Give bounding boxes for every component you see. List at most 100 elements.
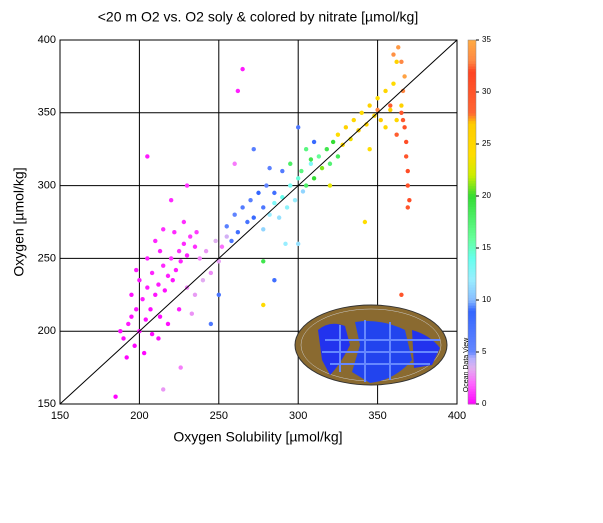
data-point — [157, 314, 163, 319]
data-point — [359, 110, 364, 116]
colorbar-segment — [468, 346, 476, 350]
colorbar-segment — [468, 349, 476, 353]
x-tick-label: 350 — [368, 410, 386, 422]
colorbar-segment — [468, 245, 476, 249]
colorbar-segment — [468, 365, 476, 369]
data-point — [283, 241, 288, 247]
colorbar-segment — [468, 53, 476, 57]
colorbar-segment — [468, 138, 476, 142]
data-point — [311, 176, 317, 181]
colorbar-segment — [468, 40, 476, 44]
data-point — [170, 278, 175, 283]
colorbar-segment — [468, 354, 476, 358]
data-point — [184, 253, 190, 258]
colorbar-segment — [468, 258, 476, 262]
data-point — [292, 197, 298, 203]
colorbar-segment — [468, 141, 476, 145]
data-point — [232, 212, 237, 217]
colorbar-segment — [468, 326, 476, 330]
colorbar-segment — [468, 250, 476, 254]
colorbar-segment — [468, 180, 476, 184]
colorbar-segment — [468, 271, 476, 275]
data-point — [267, 212, 272, 217]
colorbar-segment — [468, 266, 476, 270]
colorbar-segment — [468, 229, 476, 233]
colorbar-segment — [468, 297, 476, 301]
colorbar-segment — [468, 370, 476, 374]
colorbar-segment — [468, 287, 476, 291]
colorbar-segment — [468, 125, 476, 129]
data-point — [129, 292, 134, 297]
colorbar-segment — [468, 128, 476, 132]
data-point — [156, 336, 161, 341]
colorbar-segment — [468, 276, 476, 280]
colorbar-segment — [468, 99, 476, 103]
colorbar-segment — [468, 302, 476, 306]
colorbar-segment — [468, 159, 476, 163]
data-point — [118, 329, 123, 334]
data-point — [399, 59, 404, 65]
data-point — [235, 229, 241, 235]
colorbar-segment — [468, 123, 476, 127]
y-axis-label: Oxygen [µmol/kg] — [11, 167, 27, 276]
data-point — [335, 132, 341, 137]
colorbar-segment — [468, 313, 476, 317]
colorbar-segment — [468, 144, 476, 148]
data-point — [405, 168, 410, 174]
data-point — [335, 154, 341, 159]
data-point — [248, 197, 253, 203]
colorbar-segment — [468, 118, 476, 122]
data-point — [140, 296, 145, 302]
colorbar-segment — [468, 219, 476, 223]
data-point — [213, 238, 218, 244]
colorbar-segment — [468, 84, 476, 88]
data-point — [200, 278, 206, 283]
colorbar-segment — [468, 201, 476, 205]
colorbar-segment — [468, 120, 476, 124]
data-point — [296, 125, 301, 130]
colorbar-segment — [468, 398, 476, 402]
colorbar-segment — [468, 50, 476, 54]
data-point — [288, 161, 293, 166]
colorbar-segment — [468, 203, 476, 207]
data-point — [261, 205, 266, 210]
colorbar-segment — [468, 383, 476, 387]
colorbar-segment — [468, 378, 476, 382]
colorbar-tick-label: 20 — [482, 191, 491, 200]
map-inset — [294, 304, 448, 386]
colorbar-segment — [468, 274, 476, 278]
colorbar-segment — [468, 154, 476, 158]
colorbar-segment — [468, 211, 476, 215]
data-point — [126, 321, 131, 327]
data-point — [189, 311, 195, 316]
colorbar-segment — [468, 367, 476, 371]
data-point — [181, 219, 187, 225]
colorbar-segment — [468, 292, 476, 296]
data-point — [132, 343, 137, 348]
data-point — [208, 270, 214, 276]
data-point — [161, 263, 166, 268]
identity-line — [59, 39, 458, 405]
colorbar-segment — [468, 214, 476, 218]
colorbar-tick-label: 0 — [482, 399, 487, 408]
colorbar-segment — [468, 193, 476, 197]
colorbar-segment — [468, 102, 476, 106]
data-point — [311, 139, 317, 145]
data-point — [113, 394, 118, 399]
data-point — [396, 45, 401, 50]
colorbar-segment — [468, 253, 476, 257]
data-point — [229, 238, 234, 244]
colorbar-segment — [468, 45, 476, 49]
colorbar-segment — [468, 279, 476, 283]
colorbar-frame — [467, 39, 477, 405]
colorbar-segment — [468, 341, 476, 345]
data-point — [165, 273, 171, 279]
x-tick-label: 400 — [448, 410, 466, 422]
data-point — [276, 215, 282, 220]
colorbar-segment — [468, 66, 476, 70]
colorbar-segment — [468, 375, 476, 379]
data-point — [251, 215, 256, 220]
data-point — [367, 103, 372, 108]
colorbar-segment — [468, 385, 476, 389]
data-point — [284, 205, 290, 210]
